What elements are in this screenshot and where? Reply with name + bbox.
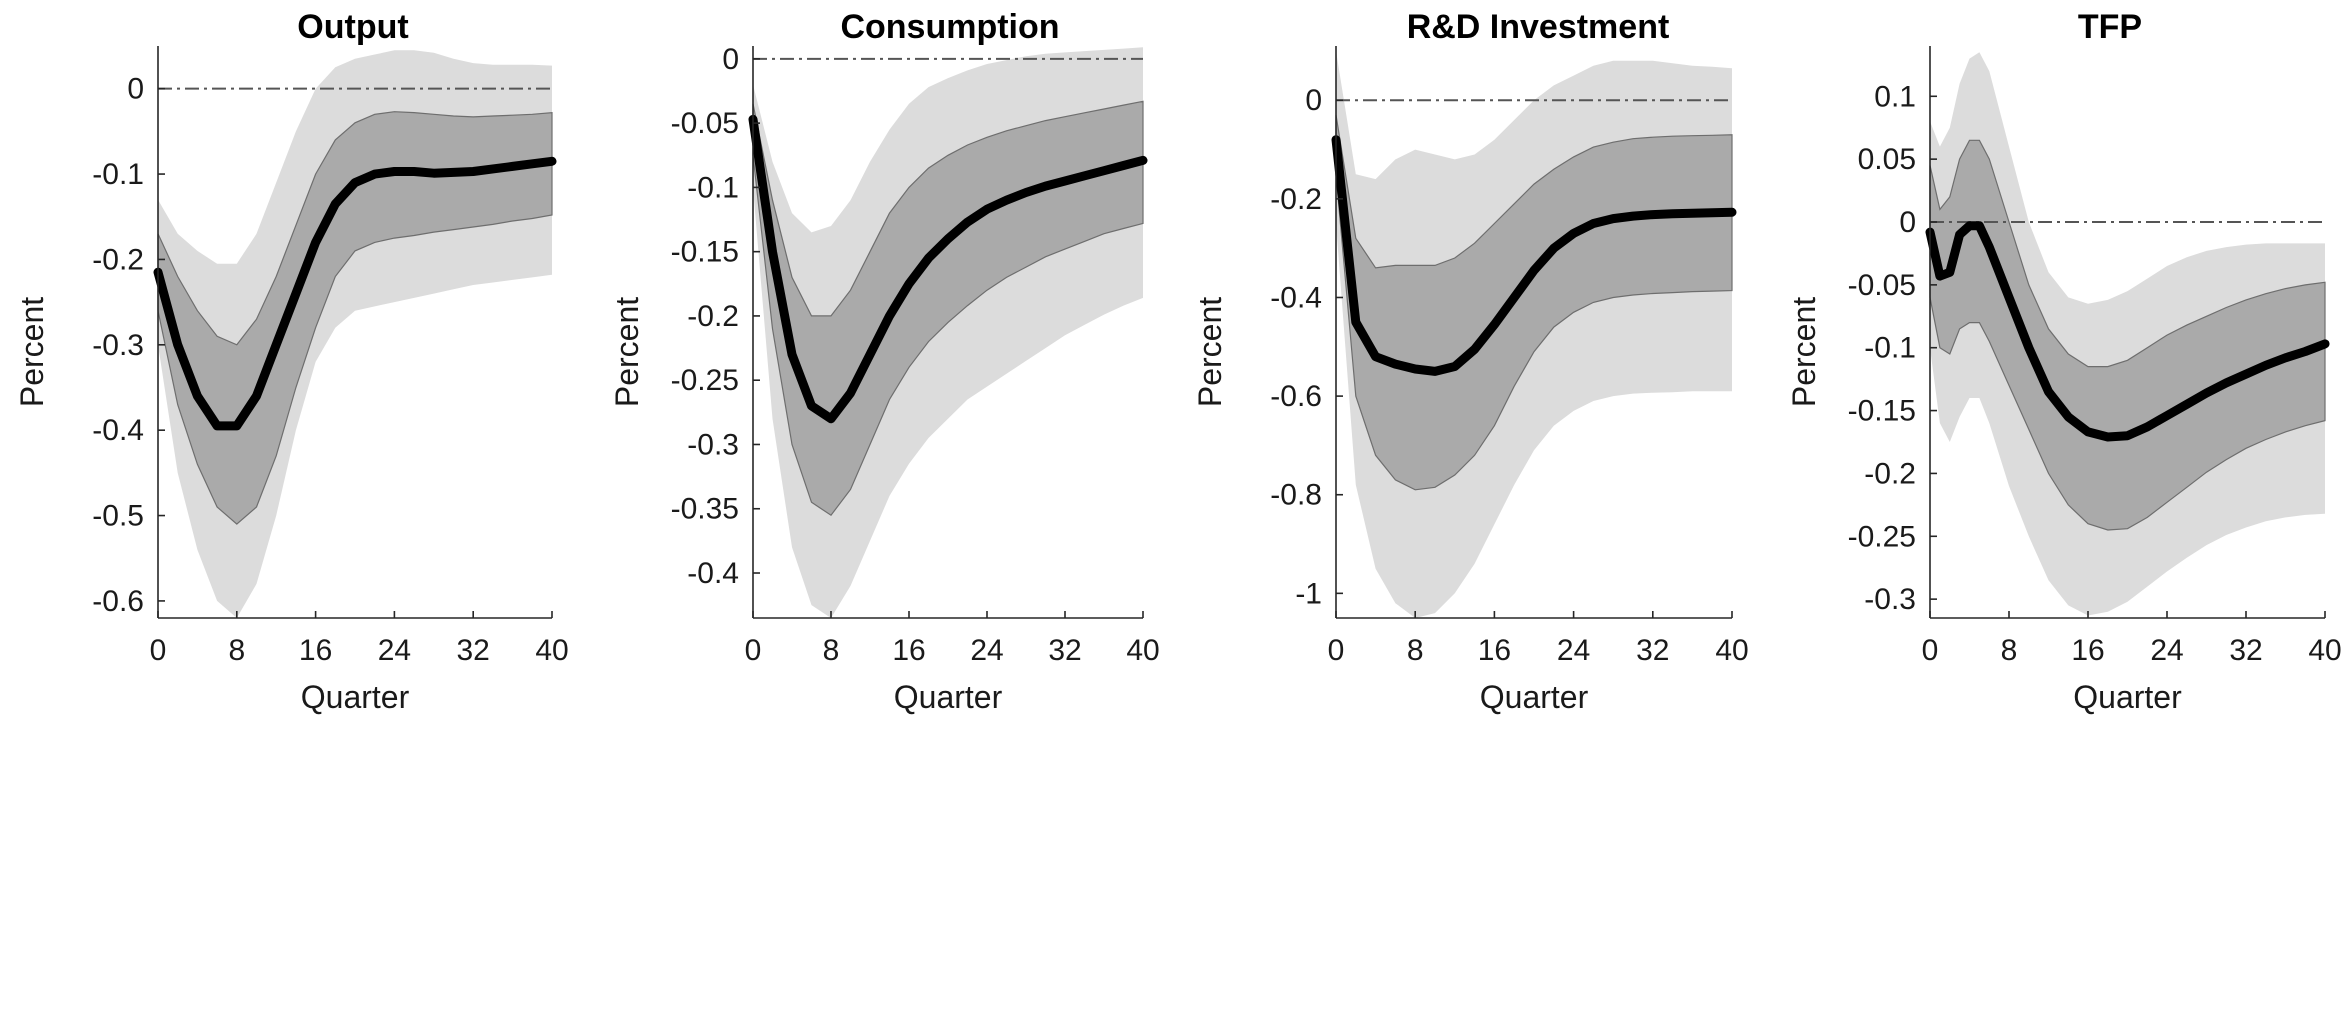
y-tick-label: -0.15: [671, 236, 739, 269]
y-tick-label: -0.2: [1864, 457, 1916, 490]
y-tick-label: -0.25: [1848, 520, 1916, 553]
x-tick-label: 8: [228, 634, 245, 667]
x-tick-label: 32: [1048, 634, 1081, 667]
y-axis-label: Percent: [14, 297, 50, 407]
y-tick-label: -0.6: [1270, 380, 1322, 413]
x-tick-label: 0: [150, 634, 167, 667]
median-response-line: [1925, 221, 2330, 442]
x-tick-label: 40: [535, 634, 568, 667]
x-tick-label: 40: [2308, 634, 2341, 667]
panel-title: TFP: [2078, 8, 2142, 46]
x-tick-label: 24: [2150, 634, 2183, 667]
y-tick-label: -0.4: [92, 414, 144, 447]
x-tick-label: 32: [1636, 634, 1669, 667]
band-68-area: [157, 111, 553, 525]
panel-1: 0-0.1-0.2-0.3-0.4-0.5-0.60 8 16 24 32 40Outpu…: [14, 8, 569, 715]
band-90-area: [1930, 52, 2325, 616]
y-tick-label: -0.2: [687, 300, 739, 333]
panel-title: R&D Investment: [1407, 8, 1670, 46]
y-tick-label: -0.6: [92, 585, 144, 618]
y-axis-label: Percent: [609, 297, 645, 407]
x-tick-label: 8: [1407, 634, 1424, 667]
y-tick-label: -1: [1295, 577, 1322, 610]
x-tick-label: 0: [745, 634, 762, 667]
y-tick-label: -0.05: [1848, 269, 1916, 302]
x-tick-label: 40: [1715, 634, 1748, 667]
panel-2: 0 -0.05 -0.1 -0.15 -0.2 -0.25 -0.3 -0.35 -0.4 0 8 1…: [609, 8, 1160, 715]
y-tick-label: -0.1: [1864, 332, 1916, 365]
x-axis-label: Quarter: [2073, 679, 2182, 715]
y-tick-label: 0: [722, 43, 739, 76]
x-tick-label: 32: [2229, 634, 2262, 667]
x-tick-label: 32: [457, 634, 490, 667]
x-tick-label: 8: [823, 634, 840, 667]
band-68-area: [1335, 114, 1733, 491]
x-tick-label: 16: [1478, 634, 1511, 667]
x-tick-label: 24: [1557, 634, 1590, 667]
y-tick-label: -0.8: [1270, 479, 1322, 512]
y-tick-label: 0.1: [1874, 80, 1916, 113]
x-tick-label: 16: [892, 634, 925, 667]
y-axis-label: Percent: [1786, 297, 1822, 407]
x-tick-label: 8: [2001, 634, 2018, 667]
x-tick-label: 24: [970, 634, 1003, 667]
x-tick-label: 24: [378, 634, 411, 667]
x-tick-label: 40: [1126, 634, 1159, 667]
band-68-area: [1929, 139, 2326, 531]
x-tick-label: 16: [2071, 634, 2104, 667]
panel-3: 0-0.2-0.4-0.6-0.8-10 8 16 24 32 40R&D Investm…: [1192, 8, 1749, 715]
y-tick-label: -0.3: [1864, 583, 1916, 616]
y-tick-label: -0.15: [1848, 395, 1916, 428]
y-tick-label: -0.1: [687, 171, 739, 204]
y-tick-label: -0.3: [92, 329, 144, 362]
panel-4: 0.10.050-0.05-0.1-0.15-0.2-0.25-0.30 8 16 2…: [1786, 8, 2342, 715]
y-tick-label: 0: [1305, 84, 1322, 117]
y-tick-label: -0.35: [671, 493, 739, 526]
x-tick-label: 16: [299, 634, 332, 667]
y-tick-label: -0.25: [671, 364, 739, 397]
y-tick-label: -0.2: [1270, 183, 1322, 216]
x-axis-label: Quarter: [301, 679, 410, 715]
y-tick-label: 0: [127, 73, 144, 106]
median-response-line: [748, 114, 1148, 424]
y-tick-label: -0.05: [671, 107, 739, 140]
median-response-line: [1331, 135, 1737, 376]
x-axis-label: Quarter: [1480, 679, 1589, 715]
median-response-line: [153, 156, 557, 431]
y-tick-label: -0.5: [92, 500, 144, 533]
y-axis-label: Percent: [1192, 297, 1228, 407]
x-tick-label: 0: [1328, 634, 1345, 667]
y-tick-label: 0.05: [1858, 143, 1916, 176]
x-tick-label: 0: [1922, 634, 1939, 667]
x-axis-label: Quarter: [894, 679, 1003, 715]
y-tick-label: -0.3: [687, 428, 739, 461]
y-tick-label: -0.4: [1270, 281, 1322, 314]
panel-title: Output: [297, 8, 408, 46]
y-tick-label: -0.2: [92, 243, 144, 276]
panel-title: Consumption: [840, 8, 1059, 46]
y-tick-label: -0.1: [92, 158, 144, 191]
band-68-area: [752, 100, 1144, 517]
y-tick-label: -0.4: [687, 557, 739, 590]
y-tick-label: 0: [1899, 206, 1916, 239]
